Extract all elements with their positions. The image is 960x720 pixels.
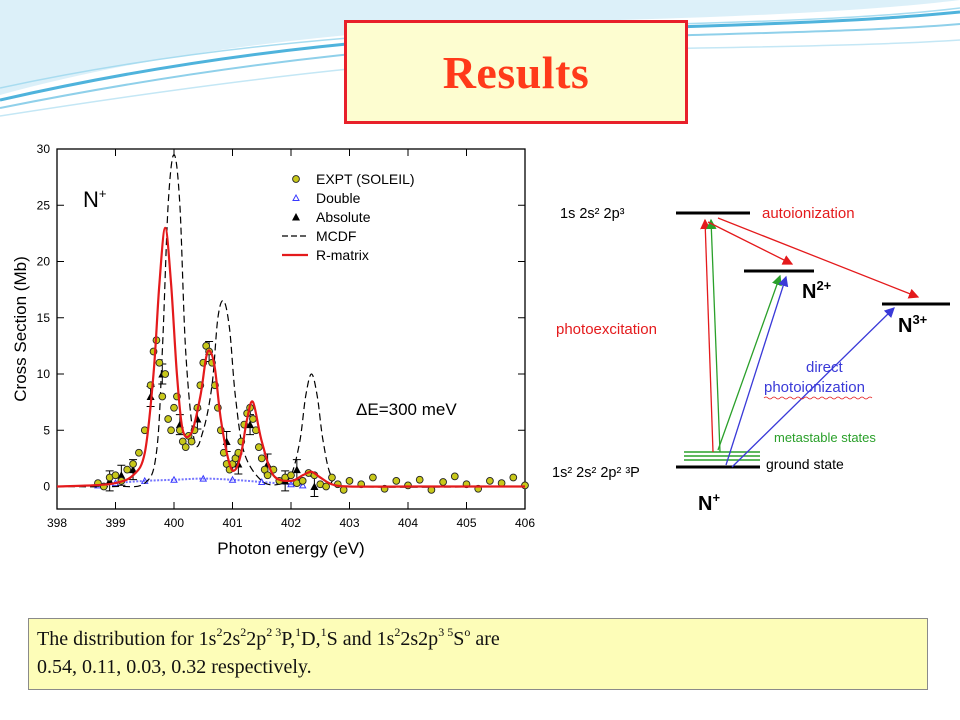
distribution-note: The distribution for 1s22s22p2 3P,1D,1S … bbox=[28, 618, 928, 690]
y-tick-label: 0 bbox=[43, 480, 50, 494]
x-axis-label: Photon energy (eV) bbox=[217, 539, 364, 558]
n3plus-ion-label: N3+ bbox=[898, 312, 928, 337]
legend-label: Absolute bbox=[316, 209, 371, 225]
x-tick-label: 398 bbox=[47, 516, 67, 530]
y-tick-label: 5 bbox=[43, 423, 50, 437]
legend-label: Double bbox=[316, 190, 361, 206]
note-line-1: The distribution for 1s22s22p2 3P,1D,1S … bbox=[37, 625, 927, 653]
spellcheck-squiggle bbox=[764, 397, 872, 399]
autoionization-label: autoionization bbox=[762, 205, 855, 222]
expt-data-point bbox=[165, 416, 172, 423]
expt-data-point bbox=[258, 455, 265, 462]
expt-data-point bbox=[136, 449, 143, 456]
expt-data-point bbox=[171, 404, 178, 411]
x-tick-label: 405 bbox=[456, 516, 476, 530]
x-tick-label: 400 bbox=[164, 516, 184, 530]
y-axis-label: Cross Section (Mb) bbox=[11, 256, 30, 401]
expt-data-point bbox=[440, 479, 447, 486]
metastable-states-label: metastable states bbox=[774, 430, 876, 445]
expt-data-point bbox=[416, 476, 423, 483]
legend-expt-marker bbox=[293, 176, 300, 183]
title-box: Results bbox=[344, 20, 688, 124]
n2plus-ion-label: N2+ bbox=[802, 278, 832, 303]
energy-level-diagram: 1s 2s² 2p³ autoionization N2+ N3+ photoe… bbox=[548, 180, 950, 515]
expt-data-point bbox=[264, 472, 271, 479]
y-tick-label: 10 bbox=[37, 367, 51, 381]
x-tick-label: 401 bbox=[222, 516, 242, 530]
expt-data-point bbox=[188, 438, 195, 445]
expt-data-point bbox=[405, 482, 412, 489]
slide-title: Results bbox=[443, 46, 590, 99]
y-tick-label: 20 bbox=[37, 255, 51, 269]
expt-data-point bbox=[299, 477, 306, 484]
photoexcitation-label: photoexcitation bbox=[556, 321, 657, 338]
energy-resolution-annotation: ΔE=300 meV bbox=[356, 400, 457, 419]
expt-data-point bbox=[159, 393, 166, 400]
autoionization-arrow-n2 bbox=[708, 222, 792, 264]
x-tick-label: 404 bbox=[398, 516, 418, 530]
metastable-ionization-arrow bbox=[718, 276, 780, 450]
direct-label: direct bbox=[806, 359, 844, 376]
ground-configuration-label: 1s² 2s² 2p² ³P bbox=[552, 465, 640, 481]
cross-section-chart: 398 399 400 401 402 403 404 405 406051015202530 … bbox=[10, 137, 535, 567]
note-line-2: 0.54, 0.11, 0.03, 0.32 respectively. bbox=[37, 653, 927, 681]
expt-data-point bbox=[156, 359, 163, 366]
x-tick-label: 402 bbox=[281, 516, 301, 530]
expt-data-point bbox=[346, 477, 353, 484]
expt-data-point bbox=[522, 482, 529, 489]
legend-label: R-matrix bbox=[316, 247, 369, 263]
expt-data-point bbox=[112, 472, 119, 479]
legend-label: EXPT (SOLEIL) bbox=[316, 171, 415, 187]
x-tick-label: 403 bbox=[339, 516, 359, 530]
expt-data-point bbox=[487, 477, 494, 484]
photoionization-label: photoionization bbox=[764, 379, 865, 396]
ground-state-label: ground state bbox=[766, 456, 844, 472]
y-tick-label: 30 bbox=[37, 142, 51, 156]
expt-data-point bbox=[130, 461, 137, 468]
expt-data-point bbox=[451, 473, 458, 480]
x-tick-label: 406 bbox=[515, 516, 535, 530]
expt-data-point bbox=[510, 474, 517, 481]
x-tick-label: 399 bbox=[105, 516, 125, 530]
expt-data-point bbox=[124, 466, 131, 473]
expt-data-point bbox=[370, 474, 377, 481]
expt-data-point bbox=[162, 371, 169, 378]
expt-data-point bbox=[182, 444, 189, 451]
expt-data-point bbox=[323, 483, 330, 490]
n-plus-ion-label: N+ bbox=[698, 490, 720, 515]
legend-label: MCDF bbox=[316, 228, 356, 244]
expt-data-point bbox=[288, 472, 295, 479]
expt-data-point bbox=[250, 416, 257, 423]
expt-data-point bbox=[393, 477, 400, 484]
upper-configuration-label: 1s 2s² 2p³ bbox=[560, 206, 625, 222]
y-tick-label: 15 bbox=[37, 311, 51, 325]
y-tick-label: 25 bbox=[37, 198, 51, 212]
expt-data-point bbox=[329, 474, 336, 481]
expt-data-point bbox=[168, 427, 175, 434]
expt-data-point bbox=[255, 444, 262, 451]
expt-data-point bbox=[340, 486, 347, 493]
